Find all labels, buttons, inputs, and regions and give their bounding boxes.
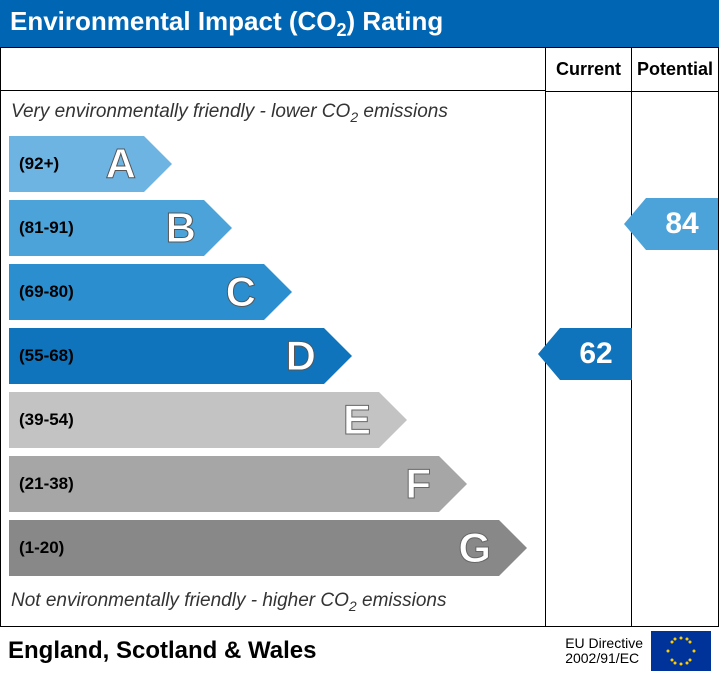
band-row-b: (81-91) B <box>9 200 545 256</box>
band-range-e: (39-54) <box>19 410 74 430</box>
band-range-f: (21-38) <box>19 474 74 494</box>
band-letter-c: C <box>226 268 256 316</box>
top-caption: Very environmentally friendly - lower CO… <box>9 97 545 133</box>
band-bar-c: (69-80) C <box>9 264 264 320</box>
top-caption-sub: 2 <box>350 108 358 124</box>
band-letter-f: F <box>405 460 431 508</box>
band-row-f: (21-38) F <box>9 456 545 512</box>
footer: England, Scotland & Wales EU Directive 2… <box>0 627 719 671</box>
title-text-2: ) Rating <box>347 6 444 36</box>
current-rating-value: 62 <box>579 337 612 371</box>
footer-directive-text: EU Directive 2002/91/EC <box>565 636 643 667</box>
current-body: 62 <box>546 92 631 626</box>
current-header: Current <box>546 48 631 92</box>
band-bar-d: (55-68) D <box>9 328 324 384</box>
eu-flag-icon <box>651 631 711 671</box>
top-caption-pre: Very environmentally friendly - lower CO <box>11 101 350 122</box>
bottom-caption-sub: 2 <box>349 598 357 614</box>
bottom-caption-post: emissions <box>357 590 447 611</box>
band-range-a: (92+) <box>19 154 59 174</box>
band-letter-e: E <box>343 396 371 444</box>
band-bar-e: (39-54) E <box>9 392 379 448</box>
band-letter-g: G <box>458 524 491 572</box>
band-bar-a: (92+) A <box>9 136 144 192</box>
band-bar-f: (21-38) F <box>9 456 439 512</box>
band-row-g: (1-20) G <box>9 520 545 576</box>
potential-column: Potential 84 <box>632 48 718 626</box>
band-row-c: (69-80) C <box>9 264 545 320</box>
title-text-1: Environmental Impact (CO <box>10 6 337 36</box>
top-caption-post: emissions <box>358 101 448 122</box>
potential-rating-value: 84 <box>665 207 698 241</box>
potential-body: 84 <box>632 92 718 626</box>
band-letter-a: A <box>106 140 136 188</box>
footer-region: England, Scotland & Wales <box>8 637 316 665</box>
potential-header: Potential <box>632 48 718 92</box>
band-range-b: (81-91) <box>19 218 74 238</box>
bottom-caption: Not environmentally friendly - higher CO… <box>9 586 545 622</box>
title-sub: 2 <box>337 20 347 40</box>
rating-table: Very environmentally friendly - lower CO… <box>0 47 719 627</box>
band-letter-d: D <box>286 332 316 380</box>
bands-list: (92+) A (81-91) B (69-80) C <box>9 132 545 586</box>
band-letter-b: B <box>166 204 196 252</box>
band-range-d: (55-68) <box>19 346 74 366</box>
band-bar-g: (1-20) G <box>9 520 499 576</box>
potential-rating-marker: 84 <box>646 198 718 250</box>
band-row-e: (39-54) E <box>9 392 545 448</box>
bands-column: Very environmentally friendly - lower CO… <box>1 48 546 626</box>
bottom-caption-pre: Not environmentally friendly - higher CO <box>11 590 349 611</box>
current-column: Current 62 <box>546 48 632 626</box>
band-bar-b: (81-91) B <box>9 200 204 256</box>
current-rating-marker: 62 <box>560 328 632 380</box>
bands-header-blank <box>1 48 545 90</box>
band-row-d: (55-68) D <box>9 328 545 384</box>
band-row-a: (92+) A <box>9 136 545 192</box>
bands-body: Very environmentally friendly - lower CO… <box>1 91 545 627</box>
chart-title: Environmental Impact (CO2) Rating <box>0 0 719 47</box>
directive-line-2: 2002/91/EC <box>565 651 643 666</box>
band-range-c: (69-80) <box>19 282 74 302</box>
epc-environmental-rating: Environmental Impact (CO2) Rating Very e… <box>0 0 719 675</box>
directive-line-1: EU Directive <box>565 636 643 651</box>
band-range-g: (1-20) <box>19 538 64 558</box>
footer-directive: EU Directive 2002/91/EC <box>565 631 711 671</box>
